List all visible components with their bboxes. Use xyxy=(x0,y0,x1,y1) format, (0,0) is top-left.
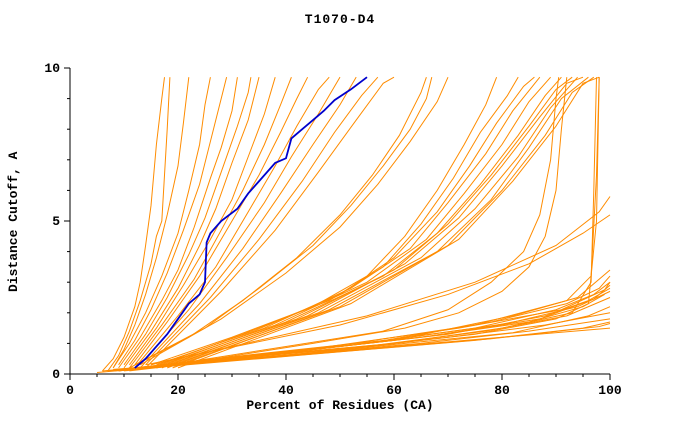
model-line xyxy=(150,77,560,369)
model-line xyxy=(123,77,260,369)
y-tick-label: 0 xyxy=(52,367,60,382)
x-tick-label: 60 xyxy=(386,383,402,398)
model-line xyxy=(112,77,190,369)
model-line xyxy=(156,76,535,366)
model-line xyxy=(134,77,433,366)
x-axis-label: Percent of Residues (CA) xyxy=(246,398,434,413)
model-line xyxy=(150,76,498,366)
model-line xyxy=(118,77,597,372)
x-tick-label: 20 xyxy=(170,383,186,398)
model-line xyxy=(139,76,357,369)
y-tick-label: 5 xyxy=(52,214,60,229)
x-tick-label: 40 xyxy=(278,383,294,398)
model-line xyxy=(134,290,611,369)
model-line xyxy=(118,77,600,372)
chart-title: T1070-D4 xyxy=(304,12,376,27)
model-line xyxy=(134,76,330,369)
model-line xyxy=(161,76,551,366)
model-line xyxy=(102,77,165,372)
model-line xyxy=(161,76,562,369)
y-tick-label: 10 xyxy=(44,61,60,76)
model-line xyxy=(156,76,541,369)
model-line xyxy=(150,196,611,366)
model-line xyxy=(140,281,611,369)
model-line xyxy=(112,77,211,369)
model-line xyxy=(118,77,228,366)
model-line xyxy=(145,76,379,366)
model-line xyxy=(123,77,252,366)
model-line xyxy=(156,77,568,369)
model-line xyxy=(139,76,449,366)
model-line xyxy=(129,76,292,369)
model-line xyxy=(167,76,584,369)
x-tick-label: 80 xyxy=(494,383,510,398)
model-line xyxy=(172,76,589,369)
model-line xyxy=(177,76,600,369)
model-line xyxy=(129,77,427,369)
model-line xyxy=(145,214,611,366)
model-line xyxy=(145,76,395,369)
model-line xyxy=(107,77,171,372)
highlighted-model-line xyxy=(134,76,368,369)
x-tick-label: 100 xyxy=(598,383,622,398)
model-line xyxy=(167,76,573,366)
model-line xyxy=(118,77,238,369)
x-tick-label: 0 xyxy=(66,383,74,398)
axes xyxy=(69,68,610,375)
model-line xyxy=(172,76,578,366)
model-line xyxy=(128,77,276,366)
model-line xyxy=(139,76,341,366)
model-line xyxy=(177,76,595,366)
